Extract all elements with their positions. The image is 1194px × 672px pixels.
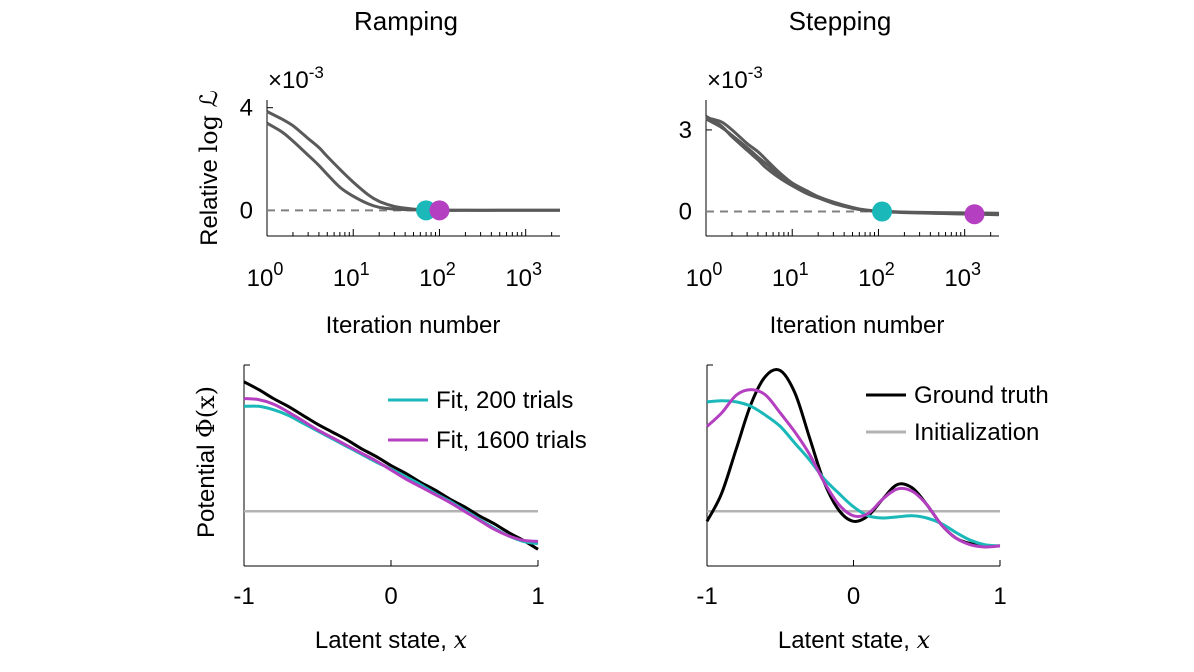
exponent-label-ramping: ×10-3 — [268, 63, 324, 94]
x-tick-label: 103 — [505, 259, 542, 292]
x-tick-label: -1 — [696, 583, 717, 610]
series-line — [705, 115, 1000, 215]
x-tick-label: 0 — [384, 583, 397, 610]
series-line — [243, 380, 539, 551]
xlabel-stepping-potential: Latent state, x — [778, 626, 931, 654]
chart-stepping-loglik: 0 3 100 101 102 103 — [679, 100, 1000, 292]
convergence-marker — [964, 204, 985, 225]
x-tick-label: 102 — [858, 259, 895, 292]
xlabel-ramping: Iteration number — [326, 312, 501, 339]
x-tick-label: 101 — [772, 259, 809, 292]
legend-truth: Ground truth Initialization — [866, 382, 1049, 446]
series-line — [243, 397, 539, 543]
x-tick-label: 100 — [686, 259, 723, 292]
series-line — [266, 121, 560, 212]
x-tick-label: 101 — [333, 259, 370, 292]
y-tick-label: 3 — [679, 117, 692, 144]
chart-ramping-loglik: 0 4 100 101 102 103 — [240, 95, 560, 292]
legend-label-initialization: Initialization — [914, 419, 1039, 446]
series-line — [705, 116, 1000, 216]
chart-stepping-potential: -1 0 1 — [696, 364, 1007, 610]
x-tick-label: 102 — [419, 259, 456, 292]
series-line — [705, 388, 1001, 549]
convergence-marker — [872, 201, 893, 222]
xlabel-ramping-potential: Latent state, x — [315, 626, 468, 654]
y-tick-label: 4 — [240, 95, 253, 122]
top-ylabel: Relative log ℒ — [195, 90, 223, 246]
series-line — [705, 117, 1000, 217]
exponent-label-stepping: ×10-3 — [707, 63, 763, 94]
title-ramping: Ramping — [354, 6, 458, 36]
legend-fits: Fit, 200 trials Fit, 1600 trials — [388, 387, 587, 454]
y-tick-label: 0 — [240, 197, 253, 224]
series-line — [266, 110, 560, 212]
series-line — [706, 399, 1001, 548]
x-tick-label: 103 — [944, 259, 981, 292]
title-stepping: Stepping — [789, 6, 892, 36]
x-tick-label: 100 — [247, 259, 284, 292]
y-tick-label: 0 — [679, 199, 692, 226]
x-tick-label: -1 — [233, 583, 254, 610]
legend-label-ground-truth: Ground truth — [914, 382, 1049, 409]
legend-label-fit200: Fit, 200 trials — [436, 387, 573, 414]
x-tick-label: 1 — [993, 583, 1006, 610]
xlabel-stepping: Iteration number — [770, 312, 945, 339]
x-tick-label: 1 — [531, 583, 544, 610]
chart-ramping-potential: -1 0 1 — [233, 364, 545, 610]
convergence-marker — [429, 200, 450, 221]
bottom-ylabel: Potential Φ(x) — [192, 386, 220, 538]
legend-label-fit1600: Fit, 1600 trials — [436, 427, 587, 454]
x-tick-label: 0 — [847, 583, 860, 610]
